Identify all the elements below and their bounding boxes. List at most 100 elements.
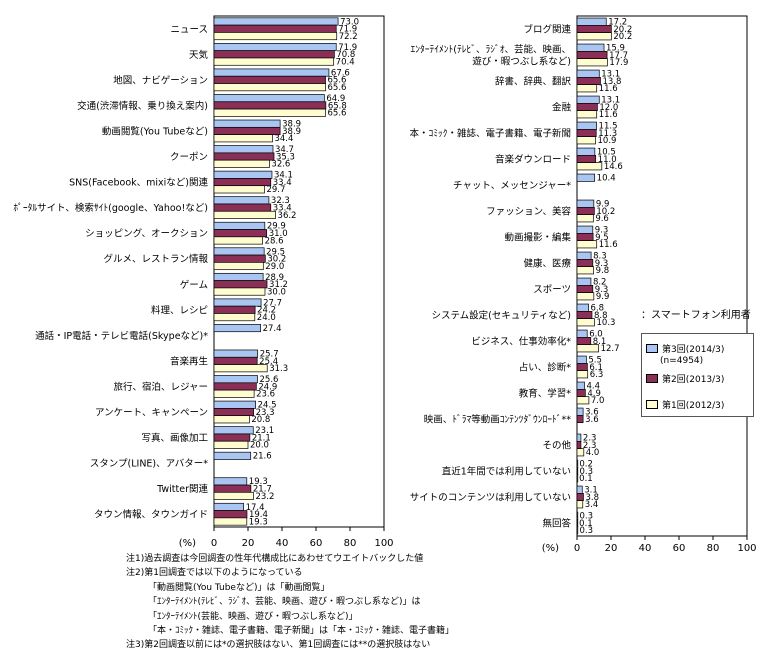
bar-series-3 [213,313,256,322]
data-label: 29.9 [267,222,286,232]
legend-item-series-1-sample: (n=4954) [660,356,703,366]
bar-series-1 [576,459,579,468]
tick-label: 100 [374,538,393,549]
category-label: 本・ｺﾐｯｸ・雑誌、電子書籍、電子新聞 [409,128,571,140]
footnote-line: 「動画閲覧(You Tubeなど)」は「動画閲覧」 [148,582,330,593]
legend-sample-size: (n=4954) [660,356,704,366]
bar-series-1 [576,329,588,338]
bar-series-2 [213,75,326,84]
data-label: 17.9 [609,58,628,68]
data-label: 9.9 [596,292,610,302]
bar-series-2 [213,126,281,135]
category-label: 辞書、辞典、翻訳 [495,76,572,88]
data-label: 3.1 [584,486,598,496]
data-label: 34.1 [274,171,293,181]
bar-series-1 [576,121,597,130]
bar-series-2 [576,76,601,85]
data-label: 73.0 [340,17,359,27]
bar-series-1 [213,451,252,460]
bar-series-1 [213,375,258,384]
bar-series-1 [576,147,596,156]
tick-label: 0 [574,543,580,554]
bar-series-2 [576,233,594,242]
data-label: 38.9 [282,127,301,137]
data-label: 38.9 [282,120,301,130]
data-label: 8.1 [593,337,607,347]
category-label: 音楽ダウンロード [495,154,571,166]
data-label: 10.9 [598,136,617,146]
data-label: 32.6 [271,160,290,170]
category-label: 地図、ナビゲーション [113,74,208,86]
data-label: 14.6 [604,162,623,172]
data-label: 10.4 [597,174,616,184]
category-label: 写真、画像加工 [141,432,208,444]
bar-series-2 [213,280,268,289]
respondents-label: ：スマートフォン利用者 [641,310,751,321]
data-label: 0.1 [579,519,593,529]
data-label: 0.1 [579,474,593,484]
data-label: 11.3 [598,129,617,139]
data-label: 65.6 [328,83,347,93]
legend-label-series-1: 第3回(2014/3) [662,345,725,355]
footnote-line: 注3)第2回調査以前には*の選択肢はない、第1回調査には**の選択肢はない [126,640,431,651]
data-label: 3.8 [585,493,599,503]
category-label: 動画閲覧(You Tubeなど) [102,125,208,137]
category-label: クーポン [170,152,208,163]
category-label: 音楽再生 [170,355,209,367]
plot-frame [213,15,385,528]
data-label: 10.5 [597,148,616,158]
footnote-line: 注1)過去調査は今回調査の性年代構成比にあわせてウエイトバックした値 [126,554,424,564]
bar-series-3 [213,287,266,296]
category-label: 教育、学習* [519,388,572,400]
data-label: 20.8 [251,415,270,425]
data-label: 32.3 [271,196,290,206]
bar-series-2 [213,24,337,33]
bar-series-1 [576,433,582,442]
category-label: 天気 [189,49,209,61]
category-label: サイトのコンテンツは利用していない [410,492,571,504]
bar-series-1 [213,145,274,154]
tick-label: 40 [276,538,289,549]
footnote-line: 「ｴﾝﾀｰﾃｲﾒﾝﾄ(芸能、映画、遊び・暇つぶし系など)」 [148,611,358,622]
data-label: 25.4 [259,357,278,367]
bar-series-1 [213,17,339,26]
tick-label: 0 [211,538,217,549]
data-label: 25.6 [260,375,279,385]
data-label: 70.4 [336,57,355,67]
data-label: 17.2 [608,18,627,28]
legend-label-series-2: 第2回(2013/3) [662,375,725,385]
data-label: 25.7 [260,349,279,359]
bar-series-2 [213,50,335,59]
bar-series-2 [576,363,588,372]
bar-series-1 [213,119,281,128]
legend-swatch-series-1 [646,344,658,353]
data-label: 35.3 [276,152,295,162]
data-label: 8.8 [594,311,608,321]
bar-series-1 [576,511,579,520]
bar-series-2 [213,484,252,493]
bar-series-2 [213,382,257,391]
category-label: スタンプ(LINE)、アバター* [90,459,208,470]
data-label: 29.7 [266,185,285,195]
bar-series-3 [576,162,603,171]
x-axis-unit-label: (%) [542,543,559,554]
data-label: 9.8 [596,266,610,276]
category-label: ﾎﾟｰﾀﾙサイト、検索ｻｲﾄ(google、Yahoo!など) [13,202,208,214]
category-label: 無回答 [542,518,571,530]
category-label: その他 [542,440,571,452]
bar-series-1 [213,94,325,103]
data-label: 6.8 [591,304,605,314]
bar-series-2 [576,102,598,111]
data-label: 9.6 [595,214,609,224]
bar-series-2 [576,285,594,294]
bar-series-1 [213,221,266,230]
tick-label: 60 [310,538,323,549]
data-label: 10.2 [596,207,615,217]
category-label: 通話・IP電話・テレビ電話(Skypeなど)* [35,330,208,342]
category-label: 健康、医療 [523,258,571,270]
data-label: 23.2 [255,492,274,502]
bar-series-2 [213,305,256,314]
bar-series-3 [213,236,263,245]
bar-series-2 [576,337,592,346]
